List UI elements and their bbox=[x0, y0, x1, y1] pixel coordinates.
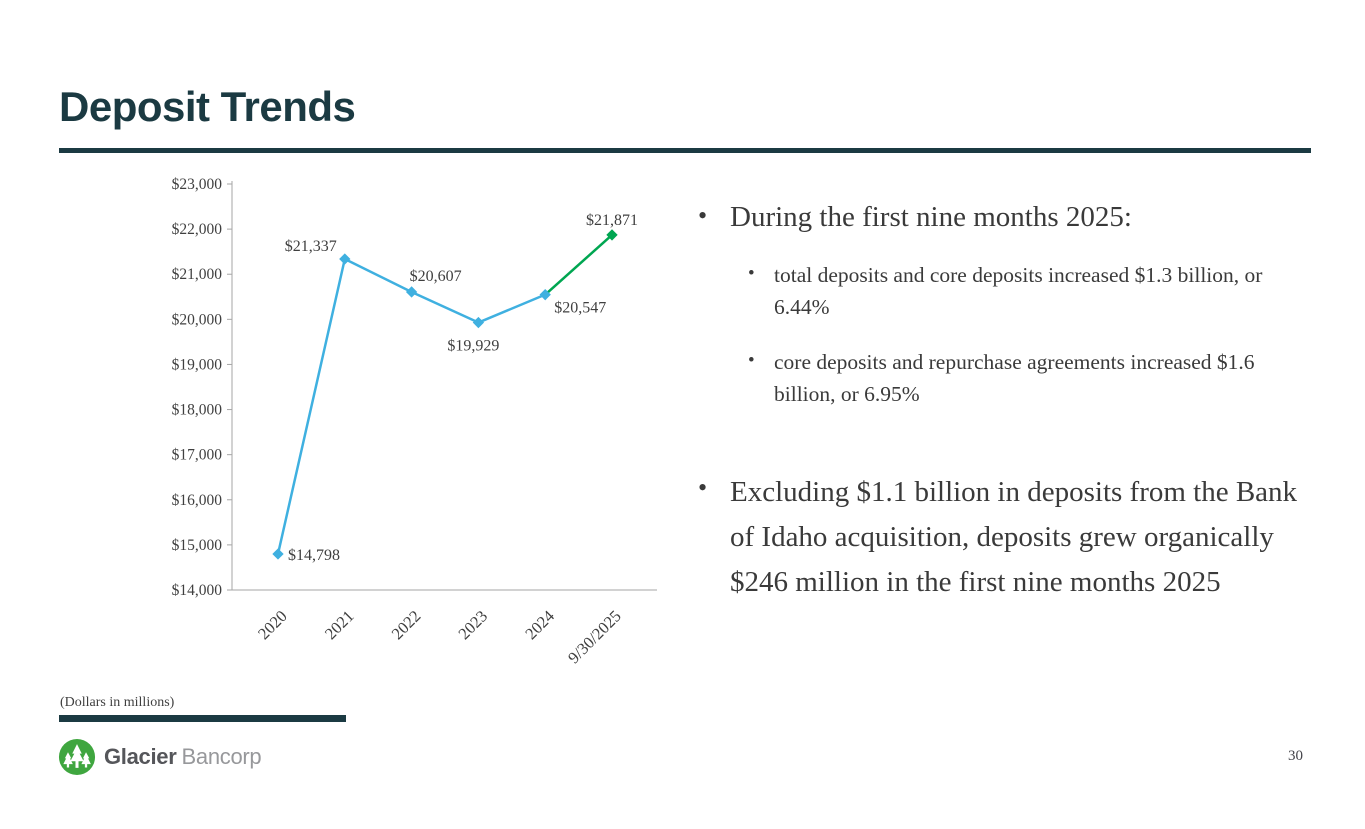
data-point-label: $20,607 bbox=[410, 268, 462, 285]
page-number: 30 bbox=[1288, 748, 1303, 764]
data-point-marker bbox=[339, 253, 351, 265]
data-point-label: $21,337 bbox=[285, 238, 337, 255]
x-tick-label: 2020 bbox=[254, 606, 291, 643]
series-latest-line bbox=[544, 233, 613, 296]
y-tick-label: $18,000 bbox=[172, 402, 223, 419]
y-tick-label: $14,000 bbox=[172, 582, 223, 599]
bullet-item-1-sub-1: • total deposits and core deposits incre… bbox=[748, 259, 1330, 324]
x-tick-label: 2023 bbox=[454, 606, 491, 643]
footer-accent-bar bbox=[59, 715, 346, 722]
glacier-tree-icon bbox=[58, 738, 96, 776]
y-tick-label: $19,000 bbox=[172, 356, 223, 373]
y-tick-label: $22,000 bbox=[172, 221, 223, 238]
bullet-item-1-sub-1-text: total deposits and core deposits increas… bbox=[774, 263, 1263, 320]
y-tick-label: $23,000 bbox=[172, 176, 223, 193]
y-tick-label: $15,000 bbox=[172, 537, 223, 554]
logo-brand-name: Glacier bbox=[104, 744, 177, 769]
bullet-item-2-text: Excluding $1.1 billion in deposits from … bbox=[730, 476, 1298, 599]
bullet-item-1-sub-2-text: core deposits and repurchase agreements … bbox=[774, 349, 1255, 406]
y-tick-label: $16,000 bbox=[172, 492, 223, 509]
data-point-label: $14,798 bbox=[288, 547, 340, 564]
data-point-label: $21,871 bbox=[586, 212, 638, 229]
glacier-bancorp-logo: Glacier Bancorp bbox=[58, 738, 262, 776]
bullet-marker: • bbox=[698, 473, 708, 503]
title-divider bbox=[59, 148, 1311, 153]
data-point-label: $20,547 bbox=[554, 300, 606, 317]
data-point-marker bbox=[472, 316, 485, 329]
x-tick-label: 2024 bbox=[521, 606, 558, 643]
bullet-list: • During the first nine months 2025: • t… bbox=[698, 198, 1330, 605]
bullet-item-1-text: During the first nine months 2025: bbox=[730, 201, 1132, 233]
y-tick-label: $20,000 bbox=[172, 311, 223, 328]
data-point-marker bbox=[272, 548, 284, 560]
bullet-marker: • bbox=[698, 201, 708, 230]
x-tick-label: 9/30/2025 bbox=[564, 606, 625, 667]
chart-units-note: (Dollars in millions) bbox=[60, 695, 175, 710]
bullet-item-1: • During the first nine months 2025: bbox=[698, 198, 1330, 237]
x-tick-label: 2022 bbox=[388, 606, 425, 643]
bullet-item-1-sub-2: • core deposits and repurchase agreement… bbox=[748, 346, 1330, 411]
data-point-marker bbox=[539, 289, 551, 301]
data-point-marker bbox=[405, 286, 418, 298]
bullet-item-2: • Excluding $1.1 billion in deposits fro… bbox=[698, 470, 1330, 605]
y-tick-label: $21,000 bbox=[172, 266, 223, 283]
slide-title: Deposit Trends bbox=[59, 83, 356, 130]
bullet-marker: • bbox=[748, 349, 755, 371]
y-tick-label: $17,000 bbox=[172, 447, 223, 464]
bullet-marker: • bbox=[748, 263, 755, 285]
x-tick-label: 2021 bbox=[321, 606, 358, 643]
data-point-label: $19,929 bbox=[447, 338, 499, 355]
series-historical-line bbox=[276, 257, 546, 555]
deposit-trend-chart: $23,000 $22,000 $21,000 $20,000 $19,000 $18,0… bbox=[172, 176, 657, 667]
logo-brand-suffix: Bancorp bbox=[181, 744, 262, 769]
data-point-marker bbox=[606, 229, 618, 241]
